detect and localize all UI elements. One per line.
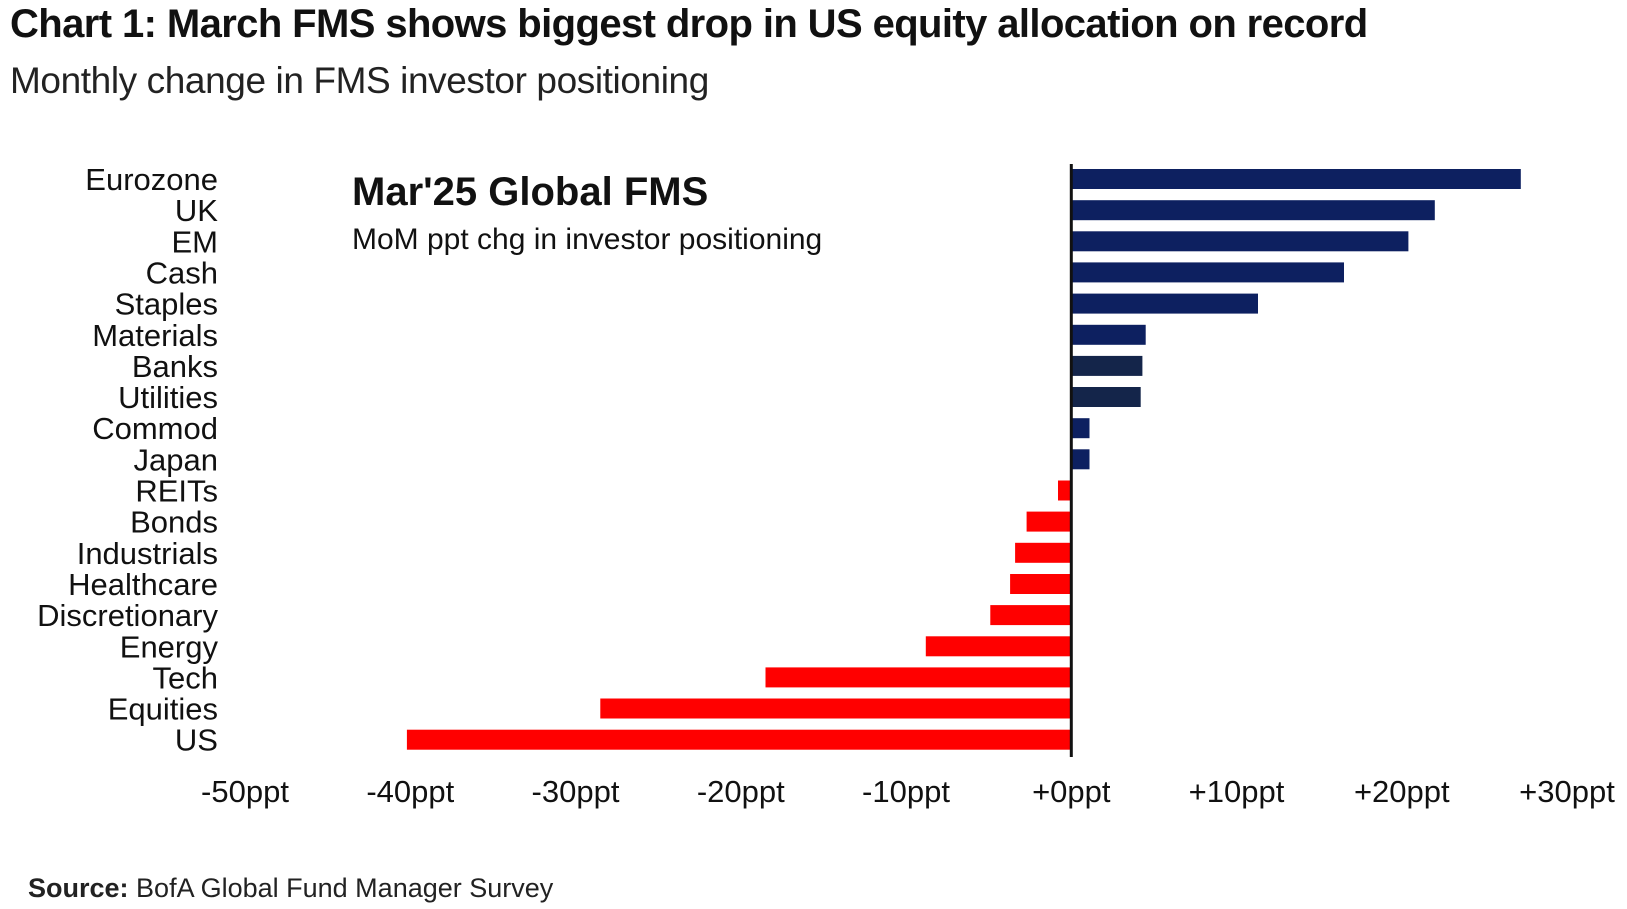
category-label-japan: Japan — [134, 442, 218, 477]
bar-cash — [1071, 262, 1344, 283]
category-label-commod: Commod — [92, 411, 218, 446]
bar-tech — [765, 667, 1072, 688]
x-tick-label: +20ppt — [1354, 774, 1450, 809]
inset-title: Mar'25 Global FMS — [352, 170, 708, 214]
x-tick-label: +0ppt — [1032, 774, 1111, 809]
x-tick-label: -10ppt — [862, 774, 950, 809]
bar-materials — [1071, 324, 1146, 345]
source-label: Source: — [28, 873, 129, 903]
bar-energy — [925, 636, 1072, 657]
category-label-equities: Equities — [108, 692, 218, 727]
category-label-materials: Materials — [92, 318, 218, 353]
category-label-em: EM — [172, 224, 219, 259]
bar-em — [1071, 231, 1409, 252]
category-label-cash: Cash — [146, 255, 218, 290]
bar-japan — [1071, 449, 1090, 470]
category-label-discretionary: Discretionary — [37, 598, 218, 633]
category-label-utilities: Utilities — [118, 380, 218, 415]
bar-commod — [1071, 418, 1090, 439]
bar-uk — [1071, 200, 1435, 221]
category-label-reits: REITs — [135, 474, 218, 509]
category-label-uk: UK — [175, 193, 218, 228]
category-label-industrials: Industrials — [77, 536, 218, 571]
bar-us — [406, 729, 1072, 750]
x-tick-labels: -50ppt -40ppt -30ppt -20ppt -10ppt +0ppt +10pp… — [201, 774, 1615, 809]
bar-staples — [1071, 293, 1258, 314]
category-label-energy: Energy — [120, 629, 219, 664]
bar-reits — [1058, 480, 1072, 501]
bar-banks — [1071, 355, 1143, 376]
x-tick-label: -30ppt — [532, 774, 620, 809]
category-labels: EurozoneUKEMCashStaplesMaterialsBanksUti… — [37, 162, 218, 758]
bar-equities — [600, 698, 1072, 719]
chart-subtitle: Monthly change in FMS investor positioni… — [10, 60, 709, 101]
bar-bonds — [1026, 511, 1072, 532]
source-note: Source: BofA Global Fund Manager Survey — [28, 873, 553, 904]
x-tick-label: -20ppt — [697, 774, 785, 809]
category-label-eurozone: Eurozone — [85, 162, 218, 197]
x-tick-label: -50ppt — [201, 774, 289, 809]
bar-discretionary — [990, 605, 1072, 626]
x-tick-label: +10ppt — [1189, 774, 1285, 809]
category-label-staples: Staples — [115, 287, 218, 322]
category-label-tech: Tech — [153, 660, 218, 695]
bar-industrials — [1015, 542, 1072, 563]
source-text: BofA Global Fund Manager Survey — [136, 873, 554, 903]
category-label-healthcare: Healthcare — [68, 567, 218, 602]
chart-title: Chart 1: March FMS shows biggest drop in… — [10, 2, 1368, 46]
category-label-banks: Banks — [132, 349, 218, 384]
x-tick-label: +30ppt — [1519, 774, 1615, 809]
x-tick-label: -40ppt — [366, 774, 454, 809]
category-label-bonds: Bonds — [130, 505, 218, 540]
bar-group — [406, 169, 1521, 750]
bar-healthcare — [1010, 574, 1072, 594]
bar-eurozone — [1071, 169, 1521, 189]
category-label-us: US — [175, 723, 218, 758]
bar-utilities — [1071, 387, 1141, 407]
inset-subtitle: MoM ppt chg in investor positioning — [352, 223, 822, 256]
